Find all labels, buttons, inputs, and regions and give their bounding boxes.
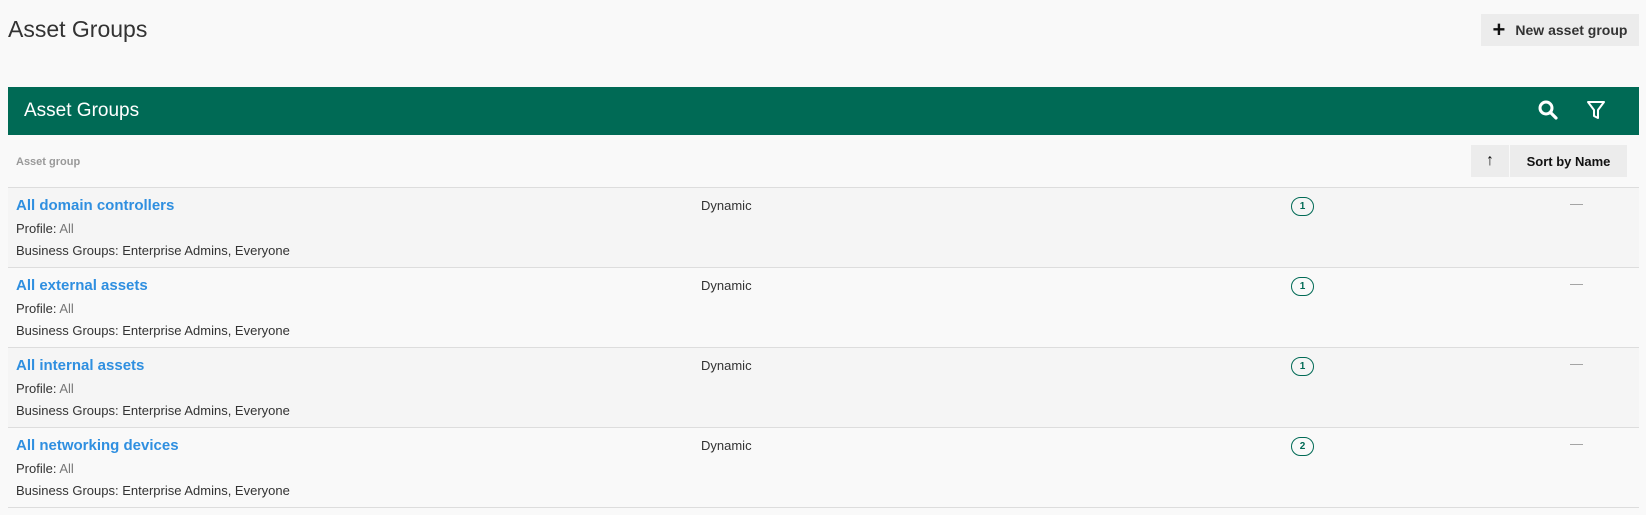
asset-group-link[interactable]: All external assets xyxy=(16,277,148,294)
profile: Profile: All xyxy=(16,461,74,476)
count-badge: 1 xyxy=(1291,357,1314,376)
business-groups: Business Groups: Enterprise Admins, Ever… xyxy=(16,243,290,258)
business-groups: Business Groups: Enterprise Admins, Ever… xyxy=(16,483,290,498)
profile: Profile: All xyxy=(16,221,74,236)
empty-value: — xyxy=(1570,356,1583,371)
page-title: Asset Groups xyxy=(8,16,148,42)
profile-value: All xyxy=(59,461,74,476)
profile-label: Profile: xyxy=(16,461,57,476)
business-groups: Business Groups: Enterprise Admins, Ever… xyxy=(16,323,290,338)
profile-label: Profile: xyxy=(16,381,57,396)
new-asset-group-button[interactable]: + New asset group xyxy=(1481,14,1639,46)
arrow-up-icon: ↑ xyxy=(1486,152,1494,169)
count-badge: 2 xyxy=(1291,437,1314,456)
plus-icon: + xyxy=(1492,17,1506,42)
profile: Profile: All xyxy=(16,381,74,396)
table-row: All domain controllers Profile: All Busi… xyxy=(8,188,1639,268)
table-row: All external assets Profile: All Busines… xyxy=(8,268,1639,348)
group-type: Dynamic xyxy=(701,198,752,213)
sort-by-button[interactable]: Sort by Name xyxy=(1510,145,1627,177)
count-badge: 1 xyxy=(1291,197,1314,216)
profile-label: Profile: xyxy=(16,221,57,236)
group-type: Dynamic xyxy=(701,358,752,373)
sort-direction-button[interactable]: ↑ xyxy=(1471,145,1509,177)
table-row: All networking devices Profile: All Busi… xyxy=(8,428,1639,508)
column-header-asset-group[interactable]: Asset group xyxy=(16,156,81,168)
search-icon[interactable] xyxy=(1537,99,1559,121)
asset-group-link[interactable]: All domain controllers xyxy=(16,197,175,214)
asset-group-link[interactable]: All internal assets xyxy=(16,357,145,374)
count-badge: 1 xyxy=(1291,277,1314,296)
table-row: All internal assets Profile: All Busines… xyxy=(8,348,1639,428)
asset-group-link[interactable]: All networking devices xyxy=(16,437,179,454)
group-type: Dynamic xyxy=(701,278,752,293)
new-asset-group-label: New asset group xyxy=(1515,22,1628,38)
empty-value: — xyxy=(1570,276,1583,291)
profile-value: All xyxy=(59,301,74,316)
business-groups: Business Groups: Enterprise Admins, Ever… xyxy=(16,403,290,418)
profile: Profile: All xyxy=(16,301,74,316)
asset-group-list: All domain controllers Profile: All Busi… xyxy=(8,187,1639,508)
filter-icon[interactable] xyxy=(1585,99,1607,121)
group-type: Dynamic xyxy=(701,438,752,453)
profile-value: All xyxy=(59,381,74,396)
panel-header: Asset Groups xyxy=(8,87,1639,135)
profile-value: All xyxy=(59,221,74,236)
sort-control: ↑ Sort by Name xyxy=(1471,145,1627,177)
empty-value: — xyxy=(1570,196,1583,211)
panel-title: Asset Groups xyxy=(24,100,140,121)
empty-value: — xyxy=(1570,436,1583,451)
profile-label: Profile: xyxy=(16,301,57,316)
